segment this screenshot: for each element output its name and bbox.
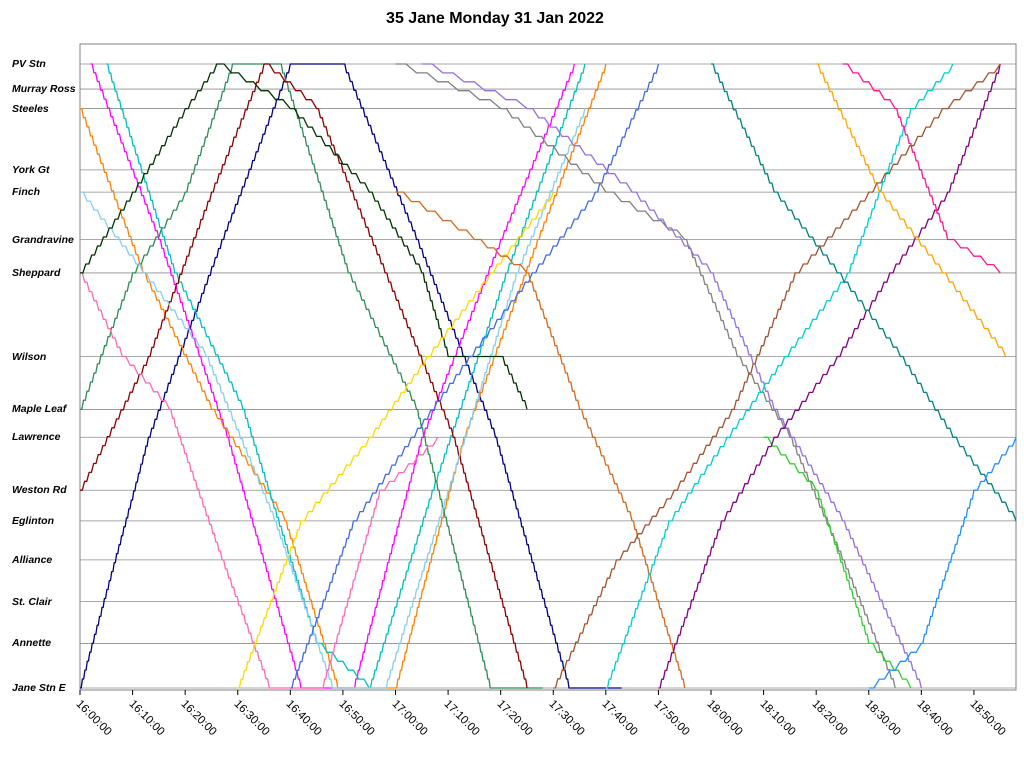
vehicle-trace xyxy=(80,63,543,689)
vehicle-trace xyxy=(237,191,554,689)
stop-labels: PV Stn Murray Ross Steeles York Gt Finch Gran… xyxy=(0,0,80,760)
vehicle-trace xyxy=(395,63,896,689)
stop-label: St. Clair xyxy=(12,595,52,608)
vehicle-trace xyxy=(868,437,1017,689)
chart-title: 35 Jane Monday 31 Jan 2022 xyxy=(386,10,604,27)
vehicle-trace xyxy=(395,191,686,689)
plot-area xyxy=(79,43,1017,691)
stop-label: York Gt xyxy=(12,163,50,176)
vehicle-trace xyxy=(90,63,575,689)
stop-label: Annette xyxy=(12,637,52,650)
vehicle-trace xyxy=(763,436,912,689)
vehicle-trace xyxy=(711,63,1017,522)
vehicle-trace xyxy=(80,63,622,689)
stop-label: Murray Ross xyxy=(12,83,76,96)
stop-label: Steeles xyxy=(12,102,49,115)
stop-label: Alliance xyxy=(12,553,53,566)
stop-label: Jane Stn E xyxy=(12,682,66,694)
stop-label: Maple Leaf xyxy=(12,403,67,416)
stop-label: Weston Rd xyxy=(12,484,67,497)
stop-label: Wilson xyxy=(12,350,47,363)
stop-label: Lawrence xyxy=(12,431,61,444)
vehicle-trace xyxy=(80,63,528,410)
vehicle-trace xyxy=(553,63,1001,689)
stop-label: Grandravine xyxy=(12,233,74,246)
vehicle-trace xyxy=(290,63,660,689)
vehicle-trace xyxy=(80,272,439,689)
vehicle-trace xyxy=(658,63,1001,689)
stop-label: Sheppard xyxy=(12,266,61,279)
vehicle-trace xyxy=(421,63,922,689)
vehicle-trace xyxy=(80,63,607,689)
vehicle-trace xyxy=(842,63,1001,274)
vehicle-trace xyxy=(80,63,528,689)
vehicle-trace xyxy=(80,108,586,689)
stop-label: Finch xyxy=(12,186,40,199)
stop-label: PV Stn xyxy=(12,58,46,70)
stop-label: Eglinton xyxy=(12,514,54,527)
vehicle-trace xyxy=(816,63,1007,357)
vehicle-trace xyxy=(605,63,954,689)
